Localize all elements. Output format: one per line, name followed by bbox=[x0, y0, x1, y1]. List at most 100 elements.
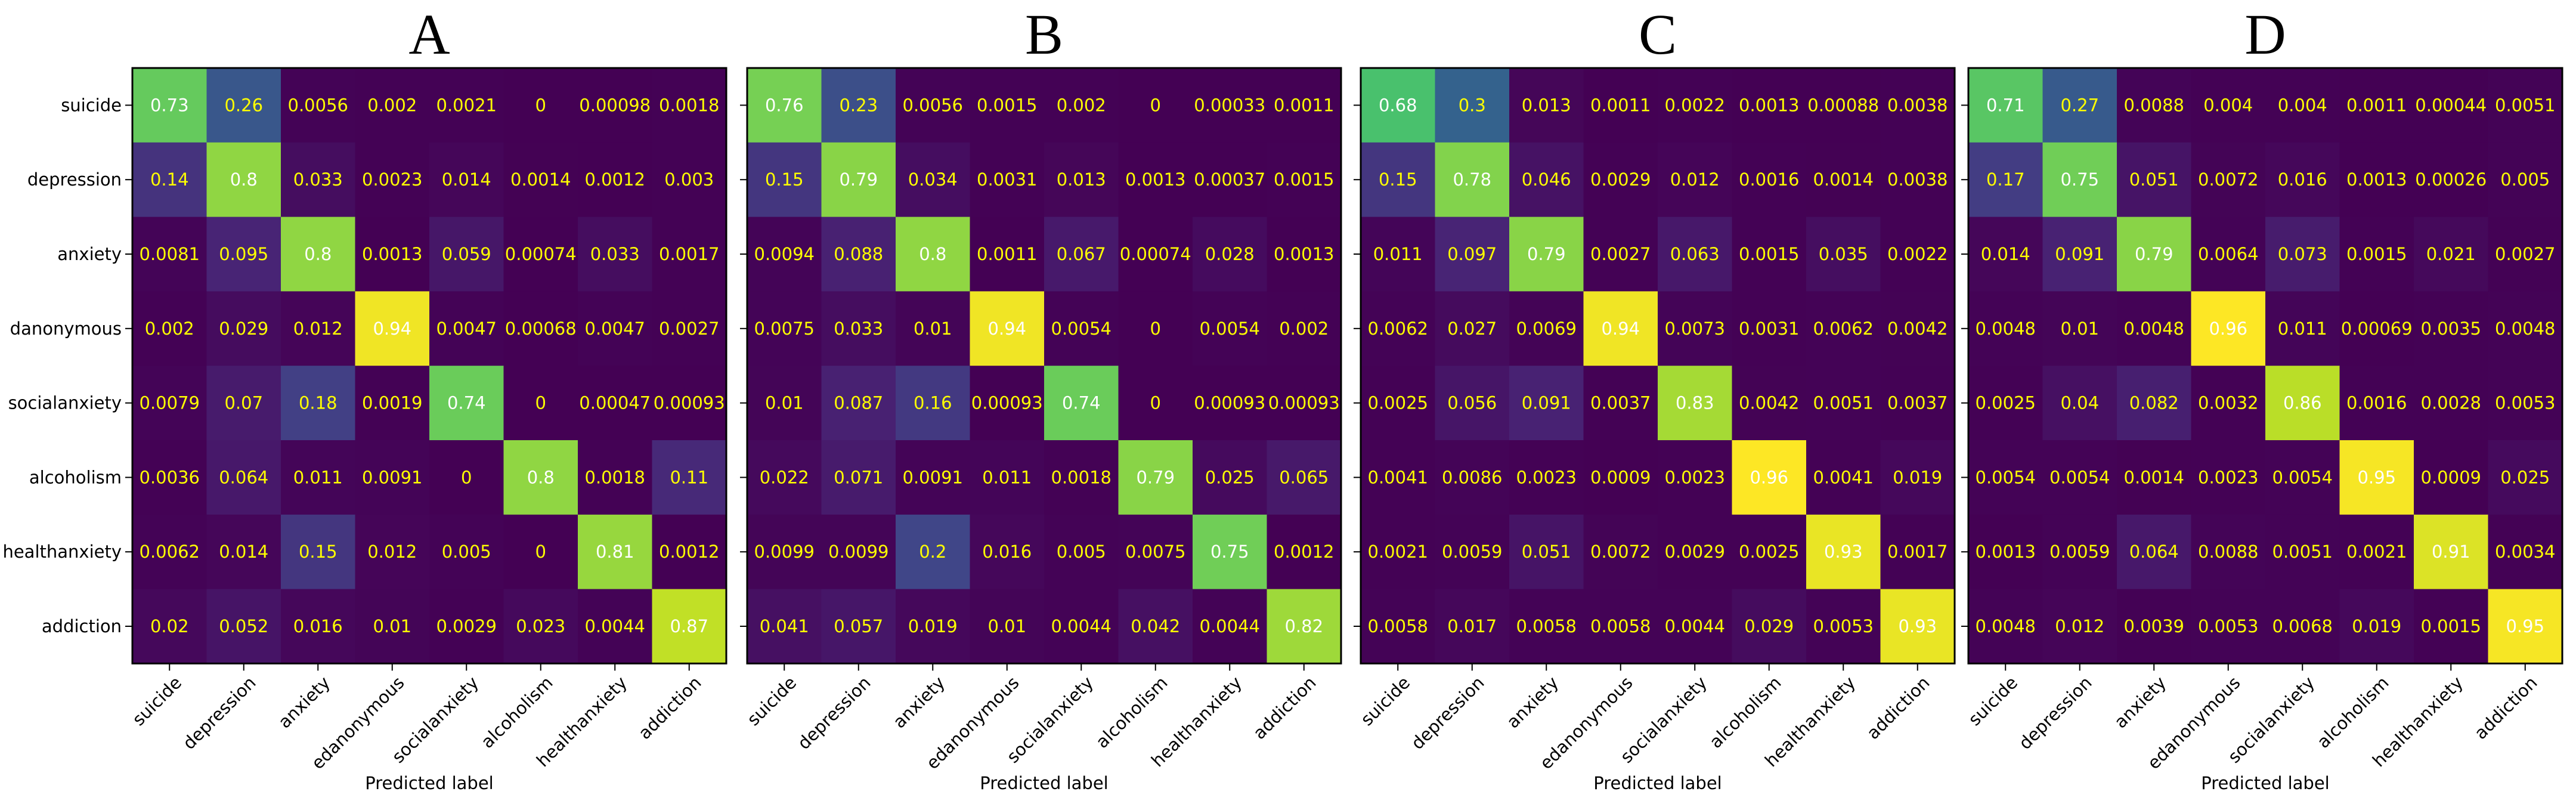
heatmap-cell bbox=[206, 217, 281, 292]
cell-value-label: 0.02 bbox=[150, 616, 189, 636]
x-tick-label: depression bbox=[1407, 672, 1488, 753]
heatmap-cell bbox=[1044, 440, 1119, 515]
heatmap-cell bbox=[1361, 514, 1436, 590]
heatmap-cell bbox=[2191, 440, 2266, 515]
cell-value-label: 0.051 bbox=[1522, 542, 1571, 562]
cell-value-label: 0.017 bbox=[1447, 616, 1497, 636]
cell-value-label: 0.0053 bbox=[2198, 616, 2258, 636]
cell-value-label: 0.025 bbox=[1205, 467, 1255, 487]
heatmap-cell bbox=[1435, 440, 1510, 515]
cell-value-label: 0.01 bbox=[765, 393, 804, 413]
cell-value-label: 0.087 bbox=[834, 393, 883, 413]
y-tick-label: anxiety bbox=[57, 244, 122, 264]
confusion-matrix-panel-c: C 0.68 0.3 0.013 0.0011 0.0022 0.0013 0.00088 0.… bbox=[1354, 2, 1956, 793]
heatmap-cell bbox=[970, 217, 1045, 292]
heatmap-cell bbox=[2042, 366, 2117, 441]
cell-value-label: 0.01 bbox=[914, 319, 952, 339]
cell-value-label: 0.0048 bbox=[1976, 319, 2036, 339]
cell-value-label: 0.82 bbox=[1284, 616, 1323, 636]
cell-value-label: 0.0022 bbox=[1665, 95, 1725, 115]
cell-value-label: 0.0051 bbox=[1813, 393, 1874, 413]
cell-value-label: 0.0013 bbox=[1274, 244, 1334, 264]
heatmap-cell bbox=[206, 514, 281, 590]
heatmap-cell bbox=[1806, 514, 1881, 590]
heatmap-cell bbox=[429, 514, 504, 590]
cell-value-label: 0.0069 bbox=[1516, 319, 1577, 339]
heatmap-cell bbox=[1968, 217, 2044, 292]
cell-value-label: 0.00047 bbox=[579, 393, 651, 413]
cell-value-label: 0.0056 bbox=[903, 95, 963, 115]
heatmap-cell bbox=[2265, 142, 2340, 218]
x-tick-label: anxiety bbox=[2110, 672, 2170, 732]
heatmap-cell bbox=[1732, 440, 1807, 515]
cell-value-label: 0.23 bbox=[839, 95, 878, 115]
heatmap-cell bbox=[1193, 589, 1268, 664]
heatmap-cell bbox=[2042, 514, 2117, 590]
heatmap-cell bbox=[1118, 291, 1193, 366]
cell-value-label: 0.014 bbox=[442, 169, 491, 190]
cell-value-label: 0 bbox=[535, 393, 546, 413]
x-tick-label: addiction bbox=[1249, 672, 1320, 743]
heatmap-cell bbox=[1435, 589, 1510, 664]
cell-value-label: 0.0091 bbox=[903, 467, 963, 487]
heatmap-cell bbox=[747, 514, 822, 590]
heatmap-cell bbox=[1509, 514, 1584, 590]
cell-value-label: 0.0042 bbox=[1887, 319, 1948, 339]
heatmap-cell bbox=[2488, 514, 2563, 590]
cell-value-label: 0.0018 bbox=[585, 467, 645, 487]
heatmap-cell bbox=[2414, 589, 2489, 664]
cell-value-label: 0 bbox=[461, 467, 472, 487]
heatmap-cell bbox=[2265, 589, 2340, 664]
cell-value-label: 0.0012 bbox=[659, 542, 719, 562]
cell-value-label: 0.0013 bbox=[1739, 95, 1799, 115]
heatmap-cell bbox=[2414, 366, 2489, 441]
heatmap-cell bbox=[2265, 440, 2340, 515]
heatmap-cell bbox=[503, 291, 578, 366]
heatmap-cell bbox=[2191, 291, 2266, 366]
heatmap-cell bbox=[821, 217, 896, 292]
heatmap-cell bbox=[1044, 589, 1119, 664]
cell-value-label: 0.0062 bbox=[1368, 319, 1428, 339]
x-axis-label: Predicted label bbox=[980, 773, 1109, 793]
heatmap-cell bbox=[132, 514, 208, 590]
heatmap-cell bbox=[1118, 366, 1193, 441]
cell-value-label: 0.0013 bbox=[1976, 542, 2036, 562]
cell-value-label: 0.00093 bbox=[971, 393, 1043, 413]
heatmap-cell bbox=[1118, 589, 1193, 664]
heatmap-cell bbox=[206, 366, 281, 441]
y-tick-label: socialanxiety bbox=[8, 393, 122, 413]
y-tick-label: alcoholism bbox=[29, 467, 122, 487]
heatmap-cell bbox=[2265, 291, 2340, 366]
panel-title: A bbox=[408, 2, 450, 66]
heatmap-cell bbox=[1806, 217, 1881, 292]
cell-value-label: 0.00098 bbox=[579, 95, 651, 115]
cell-value-label: 0.013 bbox=[1057, 169, 1106, 190]
cell-value-label: 0.0086 bbox=[1442, 467, 1502, 487]
cell-value-label: 0.0023 bbox=[1516, 467, 1577, 487]
cell-value-label: 0.012 bbox=[367, 542, 417, 562]
cell-value-label: 0.00069 bbox=[2341, 319, 2413, 339]
cell-value-label: 0.0068 bbox=[2272, 616, 2333, 636]
cell-value-label: 0.019 bbox=[1893, 467, 1942, 487]
heatmap-cell bbox=[1361, 68, 1436, 143]
cell-value-label: 0.95 bbox=[2357, 467, 2396, 487]
cell-value-label: 0.056 bbox=[1447, 393, 1497, 413]
heatmap-cell bbox=[1193, 142, 1268, 218]
heatmap-cell bbox=[1880, 217, 1955, 292]
heatmap-cell bbox=[821, 589, 896, 664]
heatmap-cell bbox=[2339, 589, 2414, 664]
heatmap-cell bbox=[1361, 589, 1436, 664]
cell-value-label: 0.0009 bbox=[1590, 467, 1651, 487]
cell-value-label: 0.0041 bbox=[1813, 467, 1874, 487]
x-tick-label: depression bbox=[2015, 672, 2096, 753]
cell-value-label: 0.07 bbox=[224, 393, 263, 413]
cell-value-label: 0.0051 bbox=[2272, 542, 2333, 562]
heatmap-cell bbox=[1361, 366, 1436, 441]
heatmap-cell bbox=[2117, 589, 2192, 664]
cell-value-label: 0.0044 bbox=[1665, 616, 1725, 636]
heatmap-cell bbox=[1267, 217, 1342, 292]
cell-value-label: 0.00074 bbox=[505, 244, 577, 264]
x-tick-label: alcoholism bbox=[2313, 672, 2393, 752]
cell-value-label: 0.0037 bbox=[1887, 393, 1948, 413]
confusion-matrix-panel-a: A 0.73 0.26 0.0056 0.002 0.0021 0 0.00098 0.0018… bbox=[2, 2, 727, 793]
